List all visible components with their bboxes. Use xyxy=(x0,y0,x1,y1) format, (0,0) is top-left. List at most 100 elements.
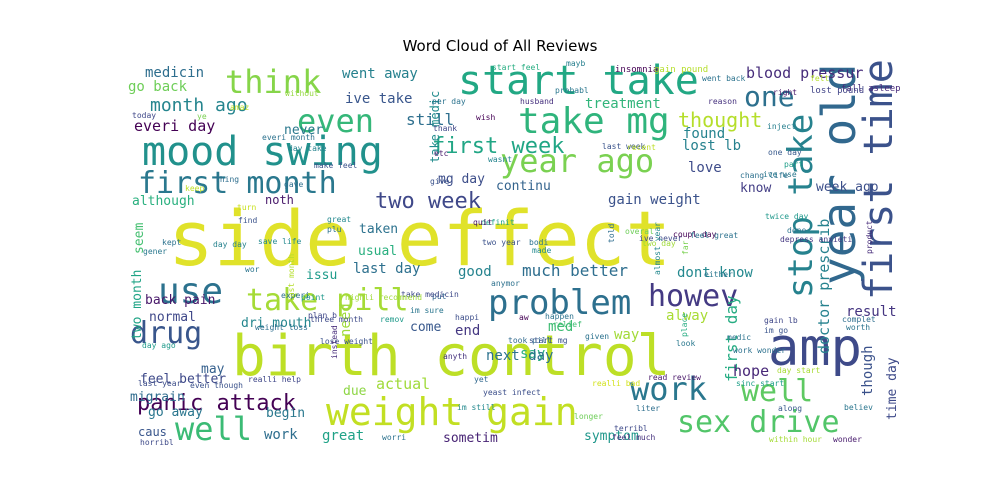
word-im-sure: im sure xyxy=(410,306,444,315)
word-even-though: even though xyxy=(190,381,243,390)
word-seem: seem xyxy=(132,223,147,254)
word-first-time: first time xyxy=(856,59,902,300)
word-think: think xyxy=(225,63,321,101)
word-per-day: per day xyxy=(432,97,466,106)
word-quit: quit xyxy=(473,218,492,227)
word-result: result xyxy=(846,304,897,320)
word-come: come xyxy=(410,320,441,335)
word-caus: caus xyxy=(138,425,167,439)
word-worri: worri xyxy=(382,433,406,442)
word-longer: longer xyxy=(574,412,603,421)
word-week-ago: week ago xyxy=(816,180,879,195)
word-symptom: symptom xyxy=(584,429,639,444)
word-gain-lb: gain lb xyxy=(764,316,798,325)
word-one: one xyxy=(744,80,795,113)
word-ive-never: ive never xyxy=(639,234,683,243)
word-taken: taken xyxy=(359,222,398,237)
word-probabl: probabl xyxy=(555,86,589,95)
word-thing: thing xyxy=(215,175,239,184)
word-blood-pressur: blood pressur xyxy=(746,64,863,82)
word-take-mg: take mg xyxy=(518,101,670,142)
word-found: found xyxy=(683,126,725,142)
word-find: find xyxy=(238,216,257,225)
word-doctor-prescrib: doctor prescrib xyxy=(815,219,833,354)
word-lost-lb: lost lb xyxy=(682,138,741,154)
word-gave: gave xyxy=(284,180,303,189)
word-part: part xyxy=(784,160,803,169)
word-feel-much: feel much xyxy=(612,433,656,442)
word-med: med xyxy=(548,319,573,335)
word-reason: reason xyxy=(708,97,737,106)
word-happi: happi xyxy=(455,313,479,322)
word-terribl: terribl xyxy=(614,424,648,433)
word-believ: believ xyxy=(844,403,873,412)
word-work-wonder: work wonder xyxy=(733,346,786,355)
word-turn: turn xyxy=(237,203,256,212)
word-dont-know: dont know xyxy=(677,265,753,281)
word-realli-help: realli help xyxy=(248,375,301,384)
word-remov: remov xyxy=(380,315,404,324)
word-took-pill: took pill xyxy=(508,336,552,345)
word-year-old: year old xyxy=(812,63,866,285)
word-great: great xyxy=(327,215,351,224)
word-put: put xyxy=(432,292,447,301)
word-felt: felt xyxy=(810,74,829,83)
word-wish: wish xyxy=(476,113,495,122)
word-amaz: amaz xyxy=(230,103,249,112)
word-work: work xyxy=(630,370,707,408)
word-look: look xyxy=(676,339,695,348)
word-amp: amp xyxy=(768,318,862,378)
word-due: due xyxy=(343,384,367,399)
word-wasnt: wasnt xyxy=(488,155,512,164)
word-begin: begin xyxy=(266,406,305,421)
word-start-take: start take xyxy=(458,58,699,104)
word-thank: thank xyxy=(433,124,457,133)
word-go-away: go away xyxy=(148,405,203,420)
word-twice-day: twice day xyxy=(765,212,809,221)
word-month-ago: month ago xyxy=(150,95,248,116)
word-mood-swing: mood swing xyxy=(142,129,383,175)
word-two-month: two month xyxy=(130,270,145,340)
word-sex-drive: sex drive xyxy=(677,405,840,440)
word-side-effect: side effect xyxy=(168,194,671,283)
word-save-life: save life xyxy=(258,237,302,246)
word-even: even xyxy=(297,102,374,140)
word-experi: experi xyxy=(281,291,310,300)
word-happen: happen xyxy=(545,312,574,321)
word-everi-month: everi month xyxy=(262,133,315,142)
word-coupl-day: coupl day xyxy=(673,230,717,239)
word-stop-take: stop take xyxy=(781,114,821,298)
word-last-month: last month xyxy=(287,254,296,302)
word-wonder: wonder xyxy=(833,435,862,444)
word-well: well xyxy=(175,410,252,448)
word-two-day: two day xyxy=(642,239,676,248)
word-highli-recommend: highli recommend xyxy=(345,293,422,302)
word-much-better: much better xyxy=(522,261,628,280)
word-went-away: went away xyxy=(342,66,418,82)
word-next-day: next day xyxy=(486,348,553,364)
word-make-feel: make feel xyxy=(314,161,358,170)
word-yet: yet xyxy=(474,375,489,384)
word-aw: aw xyxy=(519,313,529,322)
word-use: use xyxy=(158,271,223,312)
word-actual: actual xyxy=(376,375,430,393)
word-place: place xyxy=(680,313,689,337)
word-inject: inject xyxy=(767,122,796,131)
word-along: along xyxy=(778,404,802,413)
word-complet: complet xyxy=(842,315,876,324)
word-way: way xyxy=(614,327,639,343)
word-treatment: treatment xyxy=(585,96,661,112)
word-keep: keep xyxy=(185,184,204,193)
word-noth: noth xyxy=(265,193,294,207)
word-first-week: first week xyxy=(432,134,564,159)
word-last-week: last week xyxy=(602,142,646,151)
chart-title: Word Cloud of All Reviews xyxy=(402,37,598,55)
word-medicin: medicin xyxy=(145,65,204,81)
word-time-day: time day xyxy=(885,357,900,420)
word-lose-weight: lose weight xyxy=(320,337,373,346)
word-insomnia: insomnia xyxy=(615,65,658,75)
word-ye: ye xyxy=(197,112,207,121)
word-overal: overal xyxy=(625,227,654,236)
word-alway: alway xyxy=(666,308,708,324)
